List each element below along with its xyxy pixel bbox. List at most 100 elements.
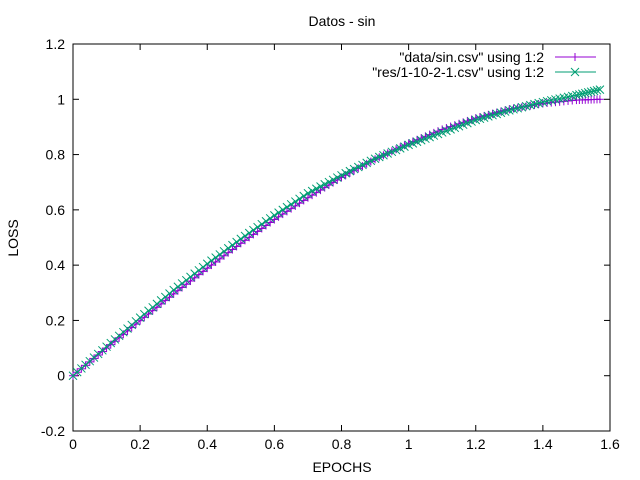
data-point (595, 95, 604, 104)
data-point (592, 85, 602, 95)
data-point (211, 253, 220, 262)
data-point (358, 160, 367, 170)
data-point (278, 205, 288, 215)
data-point (194, 265, 204, 275)
data-point (362, 158, 372, 168)
data-point (303, 188, 313, 198)
legend-label: "data/sin.csv" using 1:2 (399, 49, 544, 65)
series-line (72, 98, 600, 377)
data-point (161, 296, 170, 305)
data-point (595, 85, 605, 94)
data-point (89, 354, 98, 363)
data-point (265, 213, 275, 223)
data-point (586, 87, 596, 97)
data-point (366, 156, 376, 166)
series-0 (69, 95, 604, 380)
data-point (165, 293, 174, 302)
x-tick-label: 0.8 (332, 436, 352, 452)
data-point (219, 246, 229, 256)
data-point (311, 184, 321, 194)
data-point (328, 175, 338, 185)
data-point (257, 219, 267, 229)
data-point (178, 283, 187, 292)
data-point (404, 139, 413, 148)
data-point (299, 191, 309, 201)
y-tick-label: 1 (57, 91, 65, 107)
chart-title: Datos - sin (309, 13, 376, 29)
data-point (475, 112, 484, 121)
data-point (236, 234, 246, 244)
data-point (345, 166, 355, 176)
data-point (152, 303, 161, 312)
data-point (324, 177, 334, 187)
data-point (353, 162, 363, 172)
data-point (228, 240, 237, 250)
data-point (165, 289, 174, 298)
data-point (215, 250, 225, 259)
data-point (169, 289, 178, 298)
x-tick-label: 1.6 (600, 436, 620, 452)
y-tick-label: 0 (57, 368, 65, 384)
data-point (270, 211, 279, 220)
x-tick-label: 0.2 (130, 436, 150, 452)
data-point (152, 299, 162, 309)
data-point (182, 280, 191, 289)
data-point (253, 222, 262, 232)
legend-marker (571, 53, 579, 61)
x-tick-label: 0.4 (198, 436, 218, 452)
data-point (583, 88, 593, 97)
x-tick-label: 0 (69, 436, 77, 452)
x-tick-label: 0.6 (265, 436, 285, 452)
data-point (261, 216, 271, 226)
data-point (572, 90, 581, 100)
data-point (249, 225, 258, 235)
data-point (198, 262, 208, 272)
y-tick-label: 0.4 (46, 257, 66, 273)
data-point (156, 296, 166, 305)
y-tick-label: 0.8 (46, 147, 66, 163)
plot-area (72, 43, 611, 432)
data-point (160, 292, 170, 302)
data-point (169, 285, 179, 295)
data-point (157, 299, 166, 308)
axis-ticks: 0 0.2 0.4 0.6 0.8 1 1.2 1.4 1.6-0.200.20.40.60.8… (41, 36, 620, 452)
data-point (148, 302, 158, 312)
data-point (286, 199, 296, 209)
data-point (290, 197, 300, 206)
x-tick-label: 1.2 (466, 436, 486, 452)
data-point (580, 88, 590, 98)
data-point (496, 107, 505, 116)
data-point (232, 237, 241, 247)
data-point (320, 179, 330, 189)
data-point (282, 202, 292, 212)
x-tick-label: 1 (405, 436, 413, 452)
data-point (177, 279, 187, 288)
data-point (207, 256, 216, 266)
data-point (577, 89, 587, 99)
data-point (316, 182, 325, 191)
data-point (102, 344, 111, 353)
data-point (492, 108, 501, 117)
data-point (202, 259, 212, 269)
data-point (98, 347, 107, 356)
legend-marker (570, 67, 580, 77)
y-tick-label: 0.6 (46, 202, 66, 218)
series-group (68, 85, 605, 381)
data-point (480, 111, 489, 120)
y-axis-label: LOSS (5, 219, 21, 256)
data-point (274, 208, 283, 217)
data-point (186, 272, 195, 282)
data-point (173, 286, 182, 295)
data-point (337, 170, 346, 180)
data-point (484, 110, 493, 119)
series-1 (68, 85, 605, 381)
data-point (240, 231, 250, 241)
data-point (223, 243, 233, 253)
x-axis-label: EPOCHS (312, 459, 371, 475)
data-point (244, 228, 254, 238)
data-point (181, 275, 191, 285)
data-point (488, 109, 497, 118)
data-point (173, 282, 183, 292)
y-tick-label: -0.2 (41, 423, 65, 439)
